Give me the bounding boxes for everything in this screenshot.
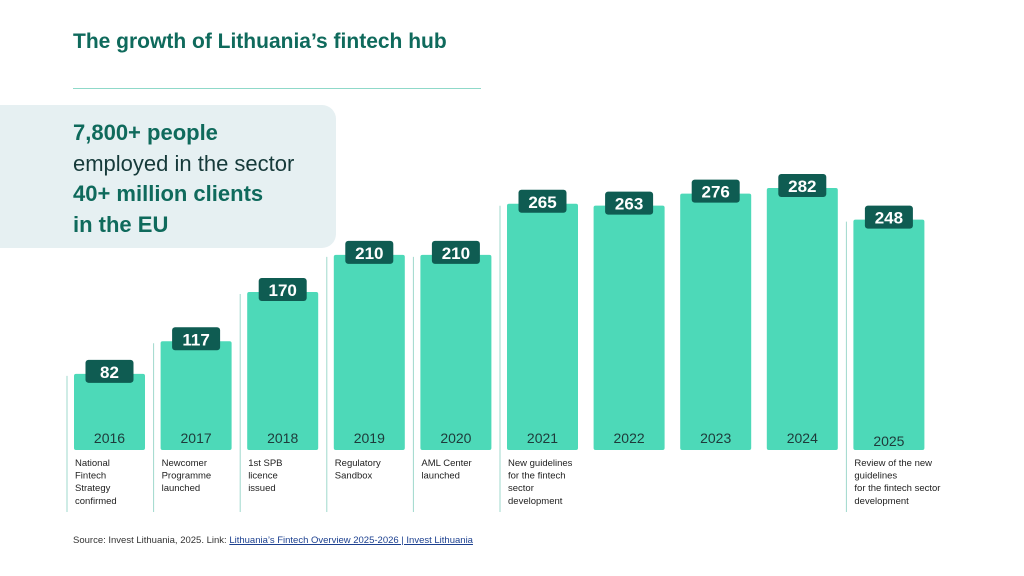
data-label-box-2025 bbox=[864, 205, 913, 229]
milestone-line: 1st SPB bbox=[248, 458, 282, 469]
milestone-2021: New guidelines for the fintech sector devel… bbox=[508, 458, 573, 507]
data-label-2016: 82 bbox=[100, 363, 119, 382]
milestone-line: development bbox=[508, 496, 563, 507]
milestone-line: confirmed bbox=[75, 496, 117, 507]
bar-2024 bbox=[766, 188, 838, 450]
data-label-box-2018 bbox=[258, 278, 307, 302]
milestone-line: Sandbox bbox=[335, 471, 373, 482]
highlight-clients-detail: in the EU bbox=[73, 212, 169, 237]
x-tick-2016: 2016 bbox=[94, 430, 125, 446]
data-label-box-2019 bbox=[345, 240, 394, 264]
x-tick-2018: 2018 bbox=[267, 430, 298, 446]
milestone-line: Fintech bbox=[75, 471, 106, 482]
data-label-2023: 276 bbox=[702, 183, 730, 202]
page-title: The growth of Lithuania’s fintech hub bbox=[73, 30, 447, 53]
bar-2021 bbox=[507, 203, 578, 450]
bar-2022 bbox=[593, 205, 665, 450]
milestone-line: launched bbox=[421, 471, 460, 482]
milestone-line: New guidelines bbox=[508, 458, 573, 469]
bar-2016 bbox=[74, 373, 145, 450]
milestone-2020: AML Center launched bbox=[421, 458, 471, 482]
milestone-line: guidelines bbox=[854, 471, 897, 482]
data-label-2025: 248 bbox=[875, 209, 903, 228]
milestone-line: issued bbox=[248, 483, 275, 494]
x-tick-2025: 2025 bbox=[873, 433, 904, 449]
bar-2017 bbox=[160, 341, 232, 450]
source-prefix: Source: Invest Lithuania, 2025. Link: bbox=[73, 535, 230, 546]
milestone-line: Regulatory bbox=[335, 458, 381, 469]
milestone-line: Strategy bbox=[75, 483, 111, 494]
x-tick-2019: 2019 bbox=[354, 430, 385, 446]
milestone-line: Programme bbox=[162, 471, 212, 482]
data-label-box-2020 bbox=[431, 240, 480, 264]
x-tick-2020: 2020 bbox=[440, 430, 471, 446]
data-label-box-2017 bbox=[172, 327, 221, 351]
milestone-line: launched bbox=[162, 483, 201, 494]
milestone-2019: Regulatory Sandbox bbox=[335, 458, 381, 482]
data-label-2018: 170 bbox=[269, 281, 297, 300]
data-label-2017: 117 bbox=[182, 330, 209, 349]
milestone-line: licence bbox=[248, 471, 278, 482]
milestone-line: for the fintech bbox=[508, 471, 566, 482]
data-label-box-2021 bbox=[518, 189, 567, 213]
data-label-box-2024 bbox=[778, 174, 827, 197]
bar-2025 bbox=[853, 219, 925, 450]
data-label-2019: 210 bbox=[355, 244, 383, 263]
data-label-2021: 265 bbox=[528, 193, 556, 212]
milestone-2016: National Fintech Strategy confirmed bbox=[75, 458, 117, 507]
source-link[interactable]: Lithuania’s Fintech Overview 2025-2026 |… bbox=[229, 535, 473, 546]
x-tick-2021: 2021 bbox=[527, 430, 558, 446]
milestone-line: Newcomer bbox=[162, 458, 207, 469]
bar-2019 bbox=[333, 254, 405, 450]
milestone-2017: Newcomer Programme launched bbox=[162, 458, 212, 494]
bar-2020 bbox=[420, 254, 492, 450]
milestone-line: AML Center bbox=[421, 458, 471, 469]
x-tick-2017: 2017 bbox=[181, 430, 212, 446]
milestone-line: development bbox=[854, 496, 909, 507]
source-note: Source: Invest Lithuania, 2025. Link: Li… bbox=[73, 535, 473, 546]
data-label-box-2022 bbox=[605, 191, 654, 215]
milestone-line: sector bbox=[508, 483, 534, 494]
milestone-line: Review of the new bbox=[854, 458, 932, 469]
data-label-box-2023 bbox=[691, 179, 740, 203]
highlight-clients: 40+ million clients bbox=[73, 181, 264, 206]
milestone-2025: Review of the new guidelines for the finte… bbox=[854, 458, 940, 507]
x-tick-2022: 2022 bbox=[614, 430, 645, 446]
x-tick-2023: 2023 bbox=[700, 430, 731, 446]
data-label-2022: 263 bbox=[615, 195, 643, 214]
bar-2023 bbox=[680, 193, 752, 450]
title-divider bbox=[73, 88, 481, 89]
data-label-2024: 282 bbox=[788, 177, 816, 196]
milestone-line: National bbox=[75, 458, 110, 469]
data-label-box-2016 bbox=[85, 359, 134, 383]
highlight-employees: 7,800+ people bbox=[73, 120, 218, 145]
highlights-panel bbox=[0, 105, 336, 248]
milestone-2018: 1st SPB licence issued bbox=[248, 458, 282, 494]
milestone-line: for the fintech sector bbox=[854, 483, 940, 494]
x-tick-2024: 2024 bbox=[787, 430, 818, 446]
bar-2018 bbox=[247, 292, 319, 450]
data-label-2020: 210 bbox=[442, 244, 470, 263]
highlight-employees-detail: employed in the sector bbox=[73, 151, 295, 176]
